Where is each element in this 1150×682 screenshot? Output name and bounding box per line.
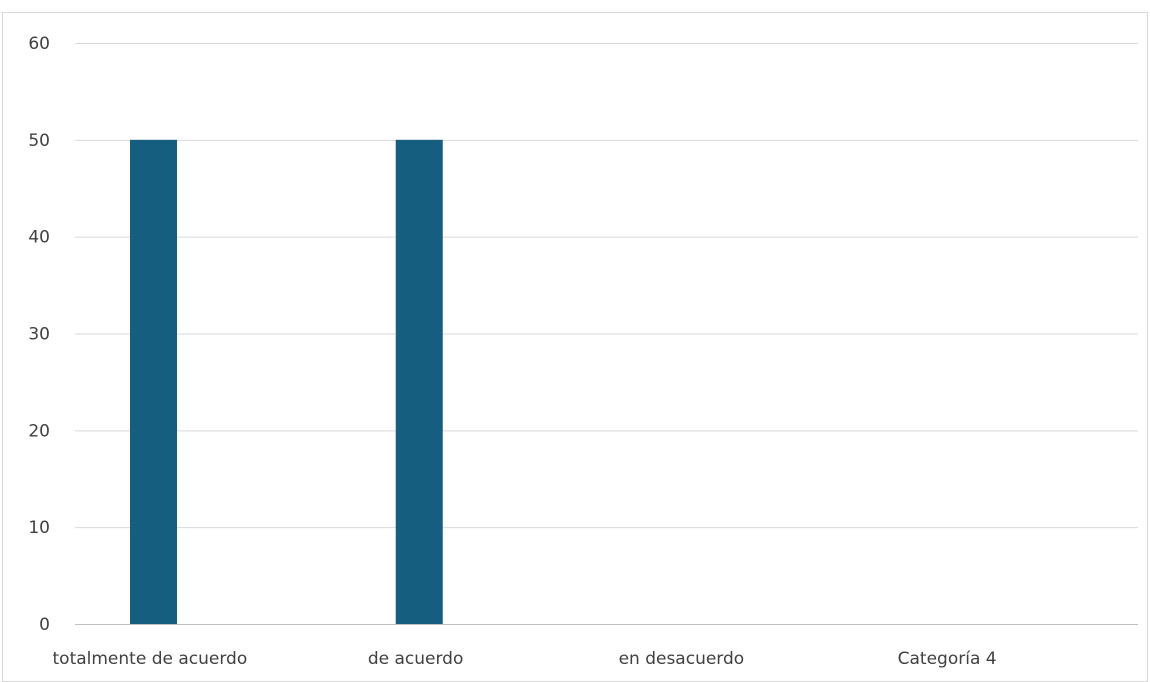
gridlines xyxy=(75,43,1138,625)
x-axis-ticks: totalmente de acuerdo de acuerdo en desacu… xyxy=(53,649,997,669)
y-tick-label: 20 xyxy=(28,421,50,441)
x-tick-label: Categoría 4 xyxy=(898,649,997,669)
bar xyxy=(130,139,177,625)
bar xyxy=(395,139,443,625)
bars xyxy=(130,139,443,625)
y-tick-label: 40 xyxy=(28,228,50,248)
y-tick-label: 60 xyxy=(28,34,50,54)
x-tick-label: de acuerdo xyxy=(368,649,464,669)
y-tick-label: 10 xyxy=(28,518,50,538)
y-tick-label: 50 xyxy=(28,131,50,151)
y-tick-label: 30 xyxy=(28,325,50,345)
y-axis-ticks: 0 10 20 30 40 50 60 xyxy=(28,34,50,635)
x-tick-label: totalmente de acuerdo xyxy=(53,649,248,669)
y-tick-label: 0 xyxy=(39,615,50,635)
x-tick-label: en desacuerdo xyxy=(619,649,745,669)
chart-frame xyxy=(2,12,1148,682)
